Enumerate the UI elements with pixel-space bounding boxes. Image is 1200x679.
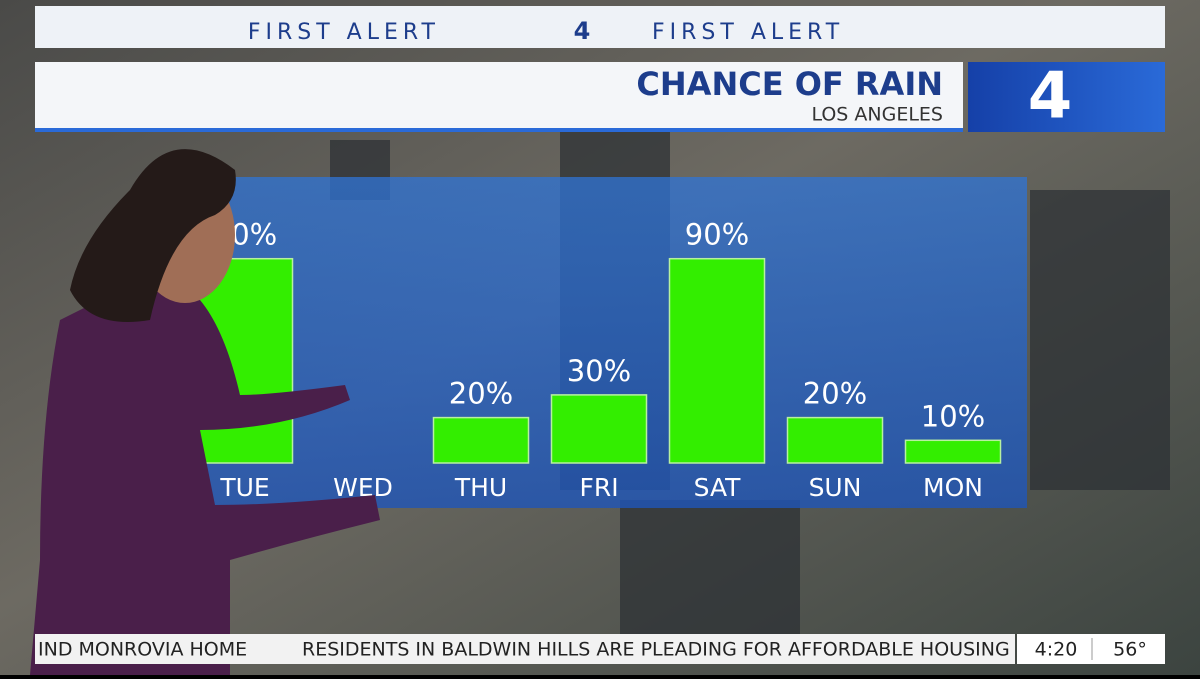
station-logo-box <box>968 62 1165 132</box>
x-tick-label: SUN <box>809 473 862 502</box>
value-label: 20% <box>449 377 513 411</box>
ticker-headline: RESIDENTS IN BALDWIN HILLS ARE PLEADING … <box>302 639 1010 661</box>
bar <box>904 439 1002 464</box>
station-logo: 4 <box>1028 60 1073 134</box>
value-label: 10% <box>921 399 985 433</box>
chart-subtitle: LOS ANGELES <box>811 104 943 126</box>
bar <box>550 394 648 464</box>
x-tick-label: MON <box>923 473 983 502</box>
x-tick-label: FRI <box>579 473 618 502</box>
value-label: 90% <box>685 218 749 252</box>
x-tick-label: THU <box>454 473 507 502</box>
value-label: 30% <box>567 354 631 388</box>
clock-box <box>1017 634 1165 664</box>
bar <box>668 257 766 464</box>
banner-text: FIRST ALERT <box>652 20 844 45</box>
presenter-body <box>30 290 380 675</box>
value-label: 20% <box>803 377 867 411</box>
x-tick-label: TUE <box>219 473 269 502</box>
bar <box>432 416 530 464</box>
bar <box>786 416 884 464</box>
x-tick-label: SAT <box>694 473 741 502</box>
ticker-text: IND MONROVIA HOME <box>38 639 247 661</box>
banner-logo: 4 <box>574 17 591 45</box>
title-underline <box>35 128 963 132</box>
temperature: 56° <box>1113 639 1147 661</box>
presenter <box>30 149 380 675</box>
presenter-hair <box>70 149 236 322</box>
clock-time: 4:20 <box>1035 639 1078 661</box>
top-banner <box>35 6 1165 48</box>
banner-text: FIRST ALERT <box>248 20 440 45</box>
title-box <box>35 62 963 130</box>
chart-title: CHANCE OF RAIN <box>636 65 943 103</box>
ticker-bar <box>35 634 1015 664</box>
